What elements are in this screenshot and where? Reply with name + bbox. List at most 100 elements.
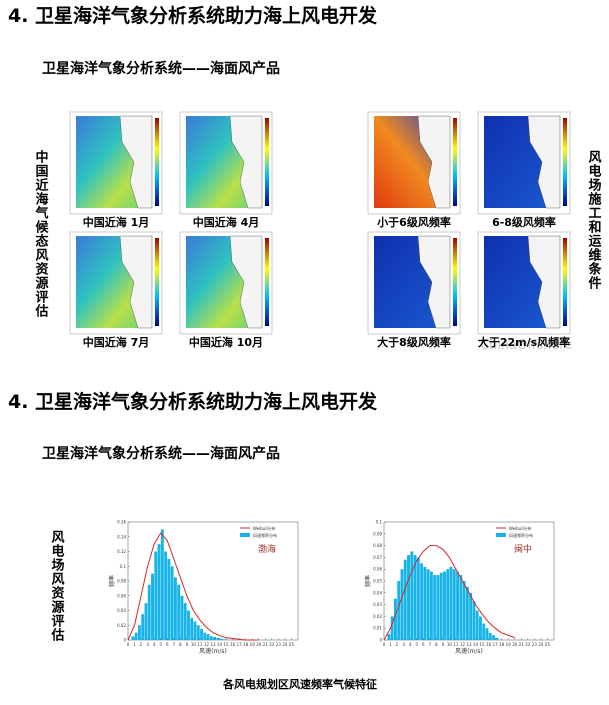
histogram-bar [439, 572, 443, 640]
histogram-bar [482, 623, 486, 640]
x-tick-label: 19 [506, 642, 512, 647]
histogram-bar [452, 569, 456, 640]
histogram-bar [193, 621, 197, 640]
colorbar [265, 118, 269, 206]
x-tick-label: 10 [447, 642, 453, 647]
map-land [527, 235, 561, 329]
map-land [417, 235, 451, 329]
x-tick-label: 4 [409, 642, 412, 647]
y-tick-label: 0.08 [373, 543, 382, 548]
x-tick-label: 1 [389, 642, 392, 647]
map-caption: 中国近海 1月 [83, 215, 149, 229]
y-tick-label: 0.06 [117, 593, 126, 598]
side-label: 风电场施工和运维条件 [586, 150, 602, 290]
map-caption: 大于22m/s风频率 [478, 335, 570, 349]
histogram-bar [190, 617, 194, 640]
x-tick-label: 18 [243, 642, 249, 647]
x-tick-label: 3 [402, 642, 405, 647]
x-tick-label: 24 [282, 642, 288, 647]
x-tick-label: 7 [172, 642, 175, 647]
histogram-bar [183, 603, 187, 640]
histogram-bar [387, 634, 391, 640]
legend-label: Weibull分布 [253, 525, 276, 531]
y-tick-label: 0.04 [117, 608, 126, 613]
y-tick-label: 0.08 [117, 579, 126, 584]
x-tick-label: 6 [166, 642, 169, 647]
side-label: 风电场风资源评估 [49, 530, 66, 642]
y-tick-label: 0.07 [373, 555, 382, 560]
y-axis-label: 频率 [108, 575, 116, 587]
histogram-bar [187, 610, 190, 640]
colorbar [155, 118, 159, 206]
map-land [229, 115, 263, 209]
y-tick-label: 0 [379, 638, 382, 643]
histogram-bar [456, 571, 459, 640]
x-tick-label: 14 [473, 642, 479, 647]
x-tick-label: 18 [499, 642, 505, 647]
x-tick-label: 12 [460, 642, 466, 647]
histogram-bar [469, 592, 473, 640]
histogram-bar [390, 616, 394, 640]
side-label: 中国近海气候态风资源评估 [33, 149, 50, 318]
colorbar [265, 238, 269, 326]
legend-swatch [496, 533, 506, 537]
histogram-bar [426, 569, 430, 640]
histogram-bar [443, 571, 446, 640]
x-tick-label: 2 [140, 642, 143, 647]
x-tick-label: 13 [466, 642, 472, 647]
histogram-bar [416, 557, 420, 640]
x-tick-label: 22 [269, 642, 275, 647]
colorbar [453, 118, 457, 206]
histogram-bar [410, 551, 414, 640]
histogram-bar [400, 569, 404, 640]
x-tick-label: 15 [480, 642, 486, 647]
x-tick-label: 13 [210, 642, 216, 647]
y-tick-label: 0 [123, 638, 126, 643]
x-tick-label: 0 [127, 642, 130, 647]
histogram-bar [138, 625, 141, 640]
x-tick-label: 8 [435, 642, 438, 647]
histogram-bar [446, 569, 450, 640]
histogram-bar [180, 595, 184, 640]
histogram-bar [219, 638, 223, 640]
x-tick-label: 10 [191, 642, 197, 647]
map-land [527, 115, 561, 209]
colorbar [155, 238, 159, 326]
histogram-bar [151, 573, 154, 640]
y-tick-label: 0.12 [117, 549, 126, 554]
region-label: 闽中 [514, 543, 532, 555]
histogram-bar [170, 566, 174, 640]
y-axis-label: 频率 [364, 575, 372, 587]
slide-title: 4. 卫星海洋气象分析系统助力海上风电开发 [8, 4, 378, 27]
x-tick-label: 17 [493, 642, 499, 647]
colorbar [563, 238, 567, 326]
histogram-bar [160, 529, 164, 640]
x-tick-label: 25 [289, 642, 295, 647]
x-tick-label: 5 [415, 642, 418, 647]
watermark: ChinaOffshore [480, 338, 572, 353]
histogram-bar [485, 628, 489, 640]
map-land [119, 235, 153, 329]
x-axis-label: 风速(m/s) [455, 648, 483, 655]
y-tick-label: 0.04 [373, 590, 382, 595]
y-tick-label: 0.02 [373, 614, 382, 619]
x-tick-label: 21 [263, 642, 269, 647]
x-tick-label: 5 [159, 642, 162, 647]
histogram-bar [141, 614, 145, 640]
legend-label: 风速频率分布 [509, 532, 533, 538]
x-tick-label: 0 [383, 642, 386, 647]
histogram-bar [196, 625, 200, 640]
weibull-curve [127, 532, 259, 641]
slide-title: 4. 卫星海洋气象分析系统助力海上风电开发 [8, 390, 378, 413]
x-tick-label: 20 [256, 642, 262, 647]
histogram-bar [403, 559, 407, 640]
legend-label: Weibull分布 [509, 525, 532, 531]
histogram-bar [177, 584, 181, 640]
y-tick-label: 0.1 [376, 520, 383, 525]
histogram-bar [479, 616, 482, 640]
x-tick-label: 14 [217, 642, 223, 647]
x-tick-label: 23 [276, 642, 282, 647]
x-tick-label: 6 [422, 642, 425, 647]
x-tick-label: 4 [153, 642, 156, 647]
histogram-bar [413, 555, 417, 640]
